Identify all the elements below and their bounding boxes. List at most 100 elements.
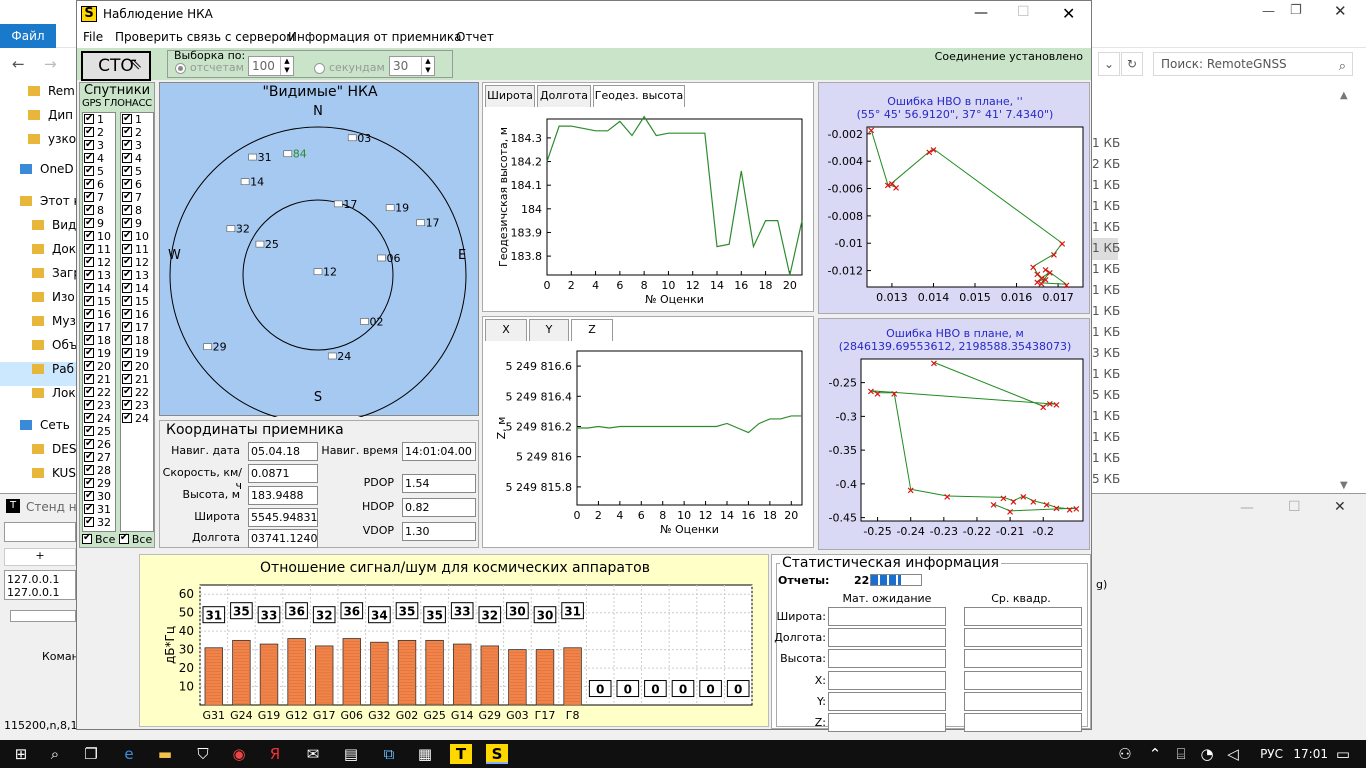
- glonass-sat-row[interactable]: 11: [122, 242, 149, 256]
- glonass-sat-checkbox[interactable]: [122, 125, 132, 138]
- gps-sat-checkbox[interactable]: [84, 190, 94, 203]
- skyplot-satellite[interactable]: 32: [226, 223, 250, 236]
- glonass-sat-checkbox[interactable]: [122, 281, 132, 294]
- glonass-sat-row[interactable]: 10: [122, 229, 149, 243]
- glonass-sat-checkbox[interactable]: [122, 411, 132, 424]
- menu-file[interactable]: File: [83, 30, 104, 44]
- glonass-sat-row[interactable]: 1: [122, 112, 142, 126]
- network-icon[interactable]: ⌸: [1176, 745, 1186, 763]
- maximize-icon[interactable]: ☐: [1017, 4, 1030, 20]
- stats-std-field[interactable]: [964, 671, 1082, 690]
- glonass-sat-checkbox[interactable]: [122, 190, 132, 203]
- tree-item[interactable]: Объ: [32, 333, 76, 357]
- stend-maximize-icon[interactable]: ☐: [1288, 499, 1301, 515]
- gps-sat-checkbox[interactable]: [84, 164, 94, 177]
- speed-field[interactable]: 0.0871: [248, 464, 318, 483]
- tree-item[interactable]: Муз: [32, 309, 76, 333]
- stats-mean-field[interactable]: [828, 692, 946, 711]
- explorer-minimize-icon[interactable]: —: [1262, 4, 1275, 19]
- stats-std-field[interactable]: [964, 628, 1082, 647]
- gps-sat-checkbox[interactable]: [84, 450, 94, 463]
- back-arrow-icon[interactable]: ←: [12, 55, 25, 73]
- menu-check-server[interactable]: Проверить связь с сервером: [115, 30, 296, 44]
- glonass-sat-row[interactable]: 20: [122, 359, 149, 373]
- network-app-icon[interactable]: ⧉: [383, 745, 395, 763]
- gps-sat-checkbox[interactable]: [84, 177, 94, 190]
- gps-sat-checkbox[interactable]: [84, 125, 94, 138]
- stats-mean-field[interactable]: [828, 713, 946, 732]
- tree-item[interactable]: KUS: [32, 461, 76, 485]
- tray-expand-icon[interactable]: ⌃: [1148, 745, 1162, 763]
- glonass-sat-row[interactable]: 19: [122, 346, 149, 360]
- glonass-sat-row[interactable]: 23: [122, 398, 149, 412]
- tree-item[interactable]: Загр: [32, 261, 76, 285]
- gps-sat-checkbox[interactable]: [84, 268, 94, 281]
- samples-spinner[interactable]: 100 ▲ ▼: [248, 56, 294, 76]
- glonass-all-checkbox[interactable]: [118, 532, 129, 544]
- scroll-up-icon[interactable]: ▲: [1340, 90, 1348, 101]
- skyplot-satellite[interactable]: 19: [385, 202, 409, 215]
- glonass-sat-checkbox[interactable]: [122, 372, 132, 385]
- gps-sat-row[interactable]: 9: [84, 216, 104, 230]
- glonass-sat-checkbox[interactable]: [122, 333, 132, 346]
- address-dropdown-icon[interactable]: ⌄: [1098, 52, 1120, 76]
- chrome-icon[interactable]: ◉: [232, 745, 246, 763]
- glonass-sat-checkbox[interactable]: [122, 307, 132, 320]
- wifi-icon[interactable]: ◔: [1200, 745, 1214, 763]
- gps-sat-checkbox[interactable]: [84, 515, 94, 528]
- gps-sat-checkbox[interactable]: [84, 242, 94, 255]
- glonass-sat-row[interactable]: 14: [122, 281, 149, 295]
- glonass-sat-checkbox[interactable]: [122, 268, 132, 281]
- glonass-sat-checkbox[interactable]: [122, 294, 132, 307]
- gps-sat-row[interactable]: 2: [84, 125, 104, 139]
- glonass-sat-checkbox[interactable]: [122, 359, 132, 372]
- glonass-sat-row[interactable]: 8: [122, 203, 142, 217]
- skyplot-satellite[interactable]: 12: [313, 266, 337, 279]
- gps-sat-row[interactable]: 23: [84, 398, 111, 412]
- language-indicator[interactable]: РУС: [1260, 747, 1283, 761]
- tree-item[interactable]: DESI: [32, 437, 76, 461]
- stend-add-tab[interactable]: +: [4, 548, 76, 566]
- gps-sat-row[interactable]: 24: [84, 411, 111, 425]
- gps-sat-checkbox[interactable]: [84, 203, 94, 216]
- file-explorer-icon[interactable]: ▬: [157, 745, 173, 763]
- stop-button[interactable]: СТО: [81, 51, 151, 81]
- gps-sat-checkbox[interactable]: [84, 489, 94, 502]
- gps-sat-row[interactable]: 26: [84, 437, 111, 451]
- tree-item[interactable]: Дип: [28, 103, 76, 127]
- gps-sat-row[interactable]: 7: [84, 190, 104, 204]
- vdop-field[interactable]: 1.30: [402, 522, 476, 541]
- gps-sat-row[interactable]: 20: [84, 359, 111, 373]
- glonass-sat-checkbox[interactable]: [122, 346, 132, 359]
- glonass-sat-row[interactable]: 21: [122, 372, 149, 386]
- mail-icon[interactable]: ✉: [306, 745, 320, 763]
- gps-sat-checkbox[interactable]: [84, 359, 94, 372]
- search-icon[interactable]: ⌕: [50, 745, 60, 763]
- tree-item[interactable]: Этот к: [20, 189, 76, 213]
- glonass-sat-row[interactable]: 24: [122, 411, 149, 425]
- scroll-down-icon[interactable]: ▼: [1340, 480, 1348, 491]
- explorer-close-icon[interactable]: ✕: [1334, 2, 1347, 20]
- explorer-search-input[interactable]: Поиск: RemoteGNSS ⌕: [1153, 52, 1353, 76]
- skyplot-satellite[interactable]: 14: [240, 176, 264, 189]
- gps-sat-checkbox[interactable]: [84, 411, 94, 424]
- lat-field[interactable]: 5545.9483173: [248, 508, 318, 527]
- forward-arrow-icon[interactable]: →: [44, 55, 57, 73]
- store-icon[interactable]: ⛉: [197, 745, 209, 763]
- glonass-sat-row[interactable]: 4: [122, 151, 142, 165]
- glonass-sat-checkbox[interactable]: [122, 112, 132, 125]
- skyplot-satellite[interactable]: 24: [327, 350, 351, 363]
- gps-sat-checkbox[interactable]: [84, 346, 94, 359]
- gps-sat-checkbox[interactable]: [84, 333, 94, 346]
- nav-time-field[interactable]: 14:01:04.00: [402, 442, 476, 461]
- refresh-icon[interactable]: ↻: [1121, 52, 1143, 76]
- glonass-sat-checkbox[interactable]: [122, 138, 132, 151]
- gps-sat-checkbox[interactable]: [84, 307, 94, 320]
- seconds-spinner[interactable]: 30 ▲ ▼: [389, 56, 435, 76]
- glonass-sat-checkbox[interactable]: [122, 177, 132, 190]
- glonass-sat-checkbox[interactable]: [122, 320, 132, 333]
- gps-sat-checkbox[interactable]: [84, 424, 94, 437]
- gps-sat-row[interactable]: 5: [84, 164, 104, 178]
- tab-y[interactable]: Y: [529, 319, 569, 341]
- gps-sat-checkbox[interactable]: [84, 476, 94, 489]
